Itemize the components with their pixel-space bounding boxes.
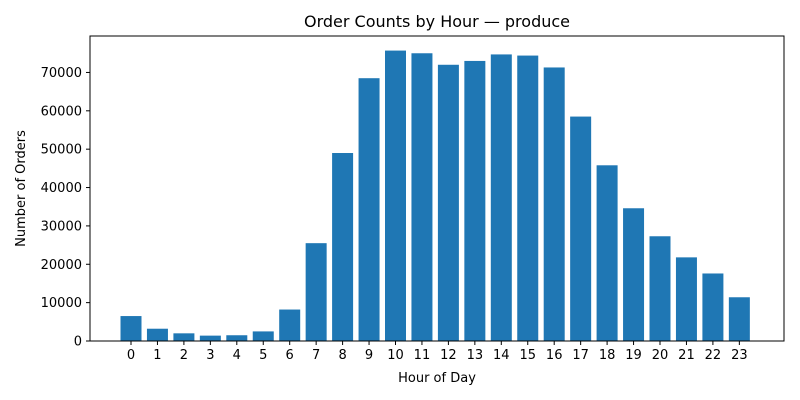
x-tick-label-2: 2: [180, 348, 188, 363]
bar-hour-16: [543, 67, 565, 342]
y-axis-label: Number of Orders: [14, 130, 29, 247]
y-tick-label-40000: 40000: [41, 181, 82, 196]
bar-hour-13: [464, 60, 486, 341]
bar-hour-21: [675, 257, 697, 341]
bar-hour-22: [702, 273, 724, 341]
x-tick-label-10: 10: [387, 348, 404, 363]
bar-hour-15: [517, 55, 539, 341]
x-tick-label-7: 7: [312, 348, 320, 363]
x-tick-label-3: 3: [206, 348, 214, 363]
bar-hour-4: [226, 335, 248, 341]
bar-hour-2: [173, 333, 195, 341]
x-tick-label-12: 12: [440, 348, 457, 363]
x-tick-label-13: 13: [467, 348, 484, 363]
x-tick-label-6: 6: [286, 348, 294, 363]
x-tick-label-16: 16: [546, 348, 563, 363]
bar-hour-11: [411, 53, 433, 341]
x-tick-label-21: 21: [678, 348, 695, 363]
y-tick-label-30000: 30000: [41, 219, 82, 234]
chart-title: Order Counts by Hour — produce: [304, 12, 570, 31]
y-tick-label-70000: 70000: [41, 66, 82, 81]
bar-hour-14: [490, 54, 512, 342]
bar-hour-12: [437, 64, 459, 342]
x-tick-label-11: 11: [414, 348, 431, 363]
x-tick-label-17: 17: [572, 348, 589, 363]
x-tick-label-22: 22: [705, 348, 722, 363]
x-tick-label-15: 15: [519, 348, 536, 363]
bar-hour-23: [728, 297, 750, 341]
x-tick-label-1: 1: [153, 348, 161, 363]
x-tick-label-14: 14: [493, 348, 510, 363]
x-tick-label-5: 5: [259, 348, 267, 363]
x-tick-label-4: 4: [233, 348, 241, 363]
y-tick-label-10000: 10000: [41, 296, 82, 311]
plot-frame: [89, 35, 785, 342]
x-tick-label-18: 18: [599, 348, 616, 363]
y-tick-label-60000: 60000: [41, 104, 82, 119]
bar-hour-0: [120, 316, 142, 341]
bar-hour-5: [252, 331, 274, 341]
x-axis-label: Hour of Day: [398, 371, 476, 386]
bar-hour-20: [649, 236, 671, 341]
x-tick-label-9: 9: [365, 348, 373, 363]
bar-hour-10: [385, 50, 406, 341]
bar-hour-17: [570, 116, 592, 341]
x-tick-label-8: 8: [338, 348, 346, 363]
bar-hour-3: [199, 335, 221, 341]
x-tick-label-19: 19: [625, 348, 642, 363]
y-tick-label-20000: 20000: [41, 258, 82, 273]
bars-group: [120, 50, 750, 342]
bar-hour-6: [279, 309, 301, 341]
x-tick-label-20: 20: [652, 348, 669, 363]
y-tick-label-50000: 50000: [41, 143, 82, 158]
bar-hour-19: [623, 208, 645, 341]
x-tick-label-23: 23: [731, 348, 748, 363]
bar-hour-9: [358, 78, 380, 341]
bar-hour-18: [596, 165, 618, 341]
y-tick-label-0: 0: [74, 335, 82, 350]
bar-hour-8: [332, 153, 354, 341]
x-tick-label-0: 0: [127, 348, 135, 363]
y-axis: 0 10000 20000 30000 40000 50000 60000 70000: [41, 66, 90, 350]
x-axis: 0 1 2 3 4 5 6 7 8 9 10 11 12 13 14 15 16 17 18 19 20 21 22 23: [127, 341, 748, 363]
bar-hour-7: [305, 243, 327, 341]
bar-hour-1: [146, 328, 168, 341]
